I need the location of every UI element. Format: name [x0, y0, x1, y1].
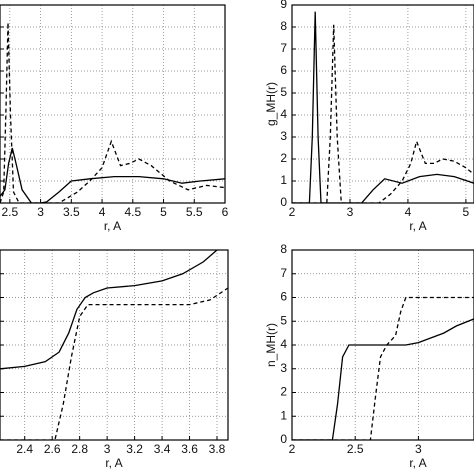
data-line — [292, 296, 474, 440]
y-tick-label: 2 — [280, 151, 287, 165]
x-tick-label: 3.2 — [126, 442, 143, 456]
plot-frame — [291, 249, 474, 441]
y-tick-label: 1 — [280, 173, 287, 187]
y-tick-label: 5 — [280, 85, 287, 99]
y-tick-label: 7 — [280, 41, 287, 55]
x-tick-label: 3.6 — [181, 442, 198, 456]
x-tick-label: 2.5 — [347, 442, 364, 456]
x-tick-label: 5 — [160, 205, 167, 219]
x-tick-label: 2 — [289, 442, 296, 456]
plot-frame — [291, 4, 474, 204]
y-tick-label: 0 — [280, 432, 287, 446]
y-axis-label: g_MH(r) — [264, 82, 278, 126]
y-tick-label: 9 — [280, 0, 287, 11]
x-axis-label: r, A — [409, 456, 426, 470]
y-tick-label: 3 — [280, 129, 287, 143]
x-tick-label: 3.5 — [63, 205, 80, 219]
y-tick-label: 4 — [280, 337, 287, 351]
x-tick-label: 4.5 — [124, 205, 141, 219]
y-axis-label: n_MH(r) — [264, 323, 278, 367]
y-tick-label: 1 — [280, 408, 287, 422]
x-axis-label: r, A — [409, 219, 426, 233]
x-tick-label: 3 — [104, 442, 111, 456]
data-line — [0, 22, 225, 203]
x-tick-label: 4 — [405, 205, 412, 219]
data-line — [0, 147, 225, 203]
x-tick-label: 2 — [289, 205, 296, 219]
y-tick-label: 2 — [280, 385, 287, 399]
plot-frame — [0, 249, 229, 441]
x-tick-label: 3.8 — [209, 442, 226, 456]
x-tick-label: 3 — [37, 205, 44, 219]
x-tick-label: 3 — [415, 442, 422, 456]
y-tick-label: 0 — [280, 195, 287, 209]
plot-frame — [0, 4, 226, 204]
y-tick-label: 3 — [280, 361, 287, 375]
y-tick-label: 6 — [280, 63, 287, 77]
x-tick-label: 5.5 — [186, 205, 203, 219]
x-tick-label: 6 — [222, 205, 229, 219]
y-tick-label: 8 — [280, 19, 287, 33]
x-tick-label: 3 — [347, 205, 354, 219]
x-tick-label: 2.8 — [71, 442, 88, 456]
data-line — [0, 287, 228, 440]
x-tick-label: 4 — [99, 205, 106, 219]
data-line — [0, 250, 218, 370]
y-tick-label: 4 — [280, 107, 287, 121]
data-line — [292, 24, 474, 203]
data-line — [292, 318, 474, 440]
x-tick-label: 2.5 — [1, 205, 18, 219]
x-tick-label: 3.4 — [154, 442, 171, 456]
y-tick-label: 7 — [280, 266, 287, 280]
x-axis-label: r, A — [105, 456, 122, 470]
x-tick-label: 2.4 — [16, 442, 33, 456]
x-tick-label: 2.6 — [44, 442, 61, 456]
y-tick-label: 6 — [280, 290, 287, 304]
x-tick-label: 5 — [463, 205, 470, 219]
x-axis-label: r, A — [104, 219, 121, 233]
y-tick-label: 8 — [280, 242, 287, 256]
data-line — [292, 11, 474, 203]
y-tick-label: 5 — [280, 313, 287, 327]
